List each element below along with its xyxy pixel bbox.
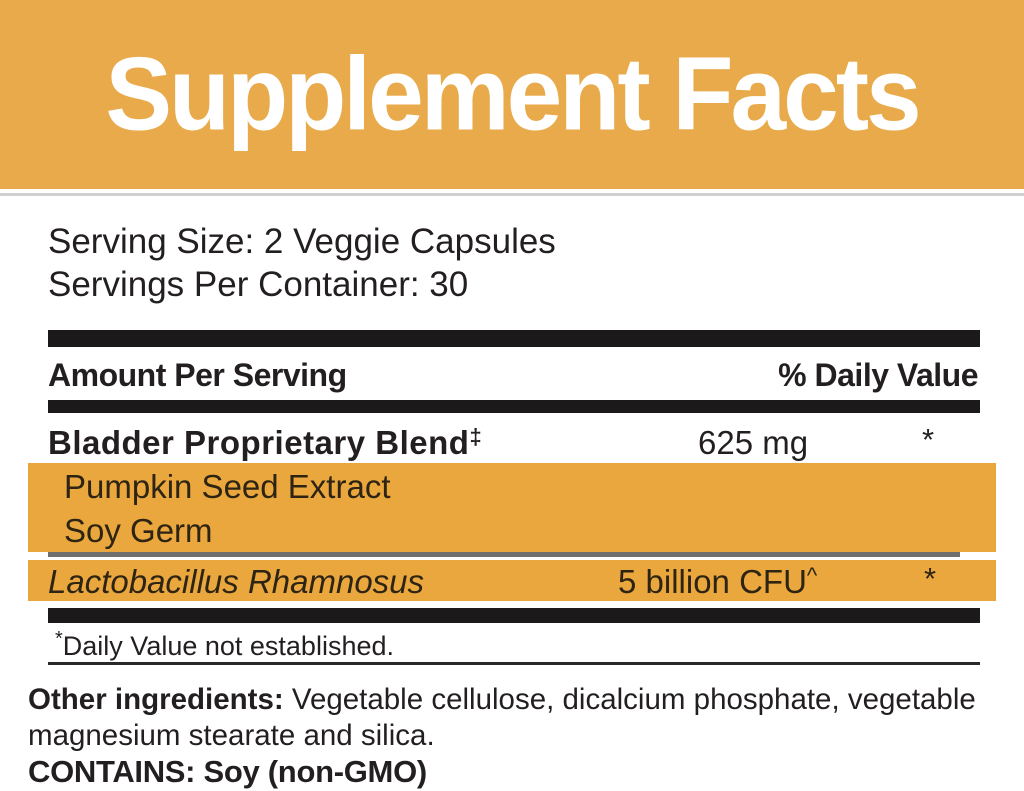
other-ingredients-list: Vegetable cellulose, dicalcium phosphate… [28,683,976,752]
highlight-shadow-line [48,552,960,557]
table-row: Lactobacillus Rhamnosus 5 billion CFU^ * [28,560,996,601]
divider-bar-header [48,400,980,413]
sub-ingredient-soy-germ: Soy Germ [64,512,213,549]
servings-per-container-text: Servings Per Container: 30 [48,265,469,304]
banner: Supplement Facts [0,0,1024,189]
daily-value-footnote: *Daily Value not established. [55,628,394,661]
daily-value-asterisk: * [924,561,937,596]
caret-superscript: ^ [806,563,818,588]
divider-bar-top [48,330,980,347]
daily-value-asterisk: * [922,422,935,457]
asterisk-superscript: * [55,628,63,650]
ingredient-name: Lactobacillus Rhamnosus [48,563,425,600]
double-dagger-superscript: ‡ [469,424,483,449]
sub-ingredient-pumpkin-seed-extract: Pumpkin Seed Extract [64,468,391,505]
serving-size-text: Serving Size: 2 Veggie Capsules [48,222,556,261]
ingredient-amount: 5 billion CFU^ [618,563,818,600]
ingredient-name: Bladder Proprietary Blend‡ [48,424,483,461]
amount-per-serving-header: Amount Per Serving [48,357,347,393]
banner-underline [0,193,1024,196]
table-row: Bladder Proprietary Blend‡ 625 mg * [0,422,1024,462]
ingredient-amount: 625 mg [698,424,809,461]
footnote-divider-line [48,662,980,665]
other-ingredients-text: Other ingredients: Vegetable cellulose, … [28,682,1014,754]
daily-value-header: % Daily Value [778,357,978,393]
contains-allergen-text: CONTAINS: Soy (non-GMO) [28,754,427,789]
banner-title: Supplement Facts [105,35,921,153]
blend-sub-ingredients-highlight: Pumpkin Seed Extract Soy Germ [28,463,996,552]
other-ingredients-label: Other ingredients: [28,683,284,716]
divider-bar-bottom [48,608,980,623]
